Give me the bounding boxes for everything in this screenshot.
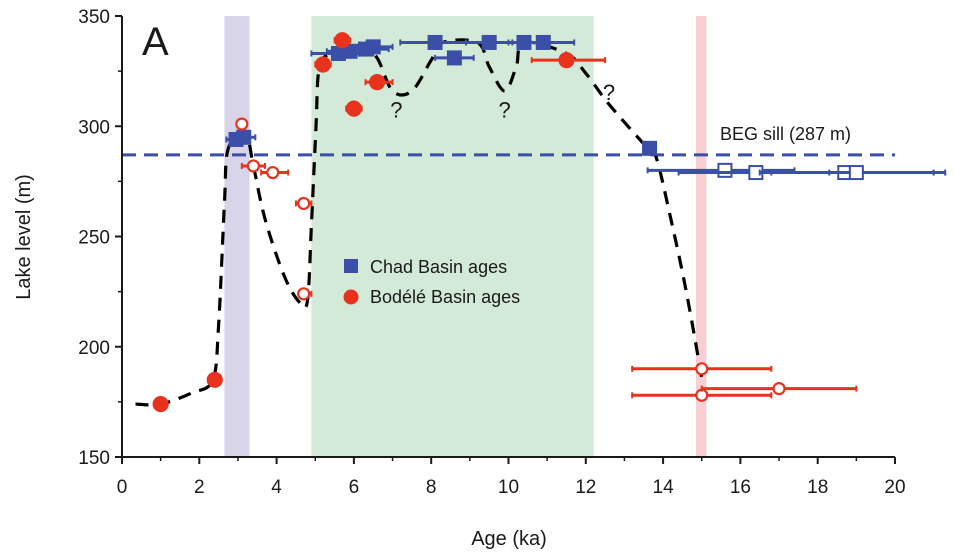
- x-tick-label: 12: [575, 477, 596, 498]
- x-tick-label: 2: [194, 477, 205, 498]
- data-point: [535, 34, 551, 50]
- band-0: [224, 16, 250, 457]
- question-mark: ?: [499, 97, 511, 122]
- data-point: [314, 56, 332, 73]
- y-tick-label: 250: [78, 228, 110, 249]
- legend-label-bodele: Bodélé Basin ages: [370, 287, 520, 307]
- x-axis-label: Age (ka): [471, 528, 547, 550]
- x-tick-label: 0: [117, 477, 128, 498]
- data-point: [235, 117, 249, 131]
- axes: 0 2 4 6 8 10 12 14 16 18 20 150 200 250 300 350: [78, 7, 905, 498]
- data-point: [446, 50, 462, 66]
- data-point: [334, 32, 351, 49]
- data-point: [481, 34, 497, 50]
- data-point: [236, 129, 252, 145]
- legend-swatch-chad: [344, 259, 358, 273]
- data-series: [152, 32, 947, 413]
- x-tick-label: 8: [426, 477, 437, 498]
- data-point: [368, 74, 386, 91]
- y-tick-label: 150: [78, 448, 110, 469]
- band-2: [695, 16, 707, 457]
- data-point: [772, 382, 786, 396]
- x-tick-label: 10: [498, 477, 519, 498]
- data-point: [206, 371, 223, 388]
- series-0: [225, 34, 947, 181]
- band-1: [311, 16, 594, 457]
- data-point: [297, 287, 311, 301]
- time-bands: [224, 16, 707, 457]
- question-marks: ???: [390, 80, 615, 123]
- y-tick-label: 200: [78, 338, 110, 359]
- y-tick-label: 350: [78, 7, 110, 28]
- series-1: [152, 32, 858, 413]
- y-tick-label: 300: [78, 117, 110, 138]
- data-point: [365, 39, 381, 55]
- data-point: [152, 395, 169, 413]
- legend-swatch-bodele: [343, 289, 359, 305]
- x-tick-label: 16: [730, 477, 751, 498]
- data-point: [695, 362, 709, 376]
- x-tick-label: 18: [807, 477, 828, 498]
- data-point: [642, 140, 658, 156]
- x-tick-label: 20: [884, 477, 905, 498]
- data-point: [427, 34, 443, 50]
- legend-label-chad: Chad Basin ages: [370, 257, 507, 277]
- panel-label: A: [142, 20, 169, 64]
- y-axis-label: Lake level (m): [13, 174, 35, 300]
- data-point: [297, 196, 311, 211]
- data-point: [717, 162, 733, 178]
- x-tick-label: 4: [271, 477, 282, 498]
- data-point: [345, 100, 362, 117]
- data-point: [558, 51, 575, 69]
- sill-line-group: BEG sill (287 m): [122, 124, 895, 157]
- question-mark: ?: [603, 80, 615, 105]
- data-point: [266, 165, 280, 180]
- data-point: [246, 159, 261, 173]
- x-tick-label: 14: [653, 477, 675, 498]
- legend: Chad Basin ages Bodélé Basin ages: [343, 257, 520, 307]
- x-tick-label: 6: [349, 477, 360, 498]
- data-point: [848, 165, 864, 181]
- sill-label: BEG sill (287 m): [720, 124, 851, 144]
- question-mark: ?: [390, 97, 402, 122]
